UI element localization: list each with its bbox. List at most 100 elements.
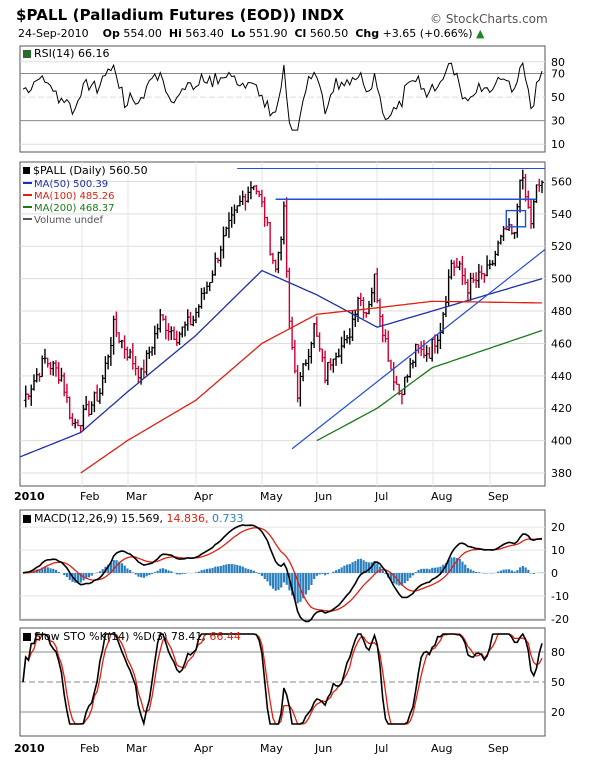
macd-histogram-bar: [398, 573, 401, 586]
x-tick-label: Feb: [80, 742, 99, 755]
macd-histogram-bar: [461, 561, 464, 573]
macd-label-prefix: MACD(12,26,9) 15.569,: [34, 512, 167, 525]
macd-histogram-bar: [175, 573, 178, 575]
macd-tick-label: 10: [551, 544, 565, 557]
x-tick-label: Aug: [431, 490, 452, 503]
macd-histogram-bar: [107, 564, 110, 573]
price-tick-label: 440: [551, 370, 572, 383]
macd-histogram-bar: [318, 573, 321, 575]
macd-histogram-bar: [101, 569, 104, 573]
chart-title: $PALL (Palladium Futures (EOD)) INDX: [16, 6, 345, 24]
rsi-tick-label: 80: [551, 56, 565, 69]
macd-histogram-bar: [285, 573, 288, 585]
macd-histogram-bar: [233, 564, 236, 573]
macd-histogram-bar: [123, 565, 126, 573]
rsi-line: [22, 61, 543, 131]
x-tick-label: May: [260, 490, 283, 503]
macd-histogram-bar: [269, 573, 272, 586]
macd-histogram-bar: [98, 571, 102, 573]
macd-histogram-bar: [409, 573, 412, 578]
macd-histogram-bar: [428, 569, 431, 573]
rsi-icon: [23, 50, 31, 58]
price-frame: [19, 161, 546, 487]
macd-histogram-bar: [184, 573, 187, 574]
macd-histogram-bar: [406, 573, 409, 581]
macd-histogram-bar: [227, 564, 231, 573]
macd-histogram-bar: [513, 571, 516, 573]
macd-histogram-bar: [76, 573, 80, 583]
macd-histogram-bar: [148, 573, 151, 576]
macd-histogram-bar: [420, 568, 423, 573]
macd-histogram-bar: [52, 568, 55, 573]
ma-line-1: [20, 269, 543, 458]
price-tick-label: 480: [551, 305, 572, 318]
macd-histogram-bar: [313, 573, 316, 580]
macd-histogram-bar: [85, 573, 88, 579]
macd-histogram-bar: [455, 557, 459, 573]
macd-histogram-bar: [208, 568, 211, 573]
macd-histogram-bar: [222, 565, 225, 573]
macd-hist-value: 0.733: [212, 512, 244, 525]
x-tick-label: May: [260, 742, 283, 755]
macd-histogram-bar: [527, 569, 530, 573]
sto-icon: [23, 633, 31, 641]
macd-histogram-bar: [170, 571, 173, 573]
macd-histogram-bar: [302, 573, 305, 599]
macd-histogram-bar: [79, 573, 82, 583]
ma-line-3: [316, 329, 543, 442]
macd-histogram-bar: [324, 573, 327, 576]
macd-histogram-bar: [87, 573, 91, 578]
macd-histogram-bar: [49, 568, 52, 573]
rsi-frame: [19, 45, 546, 153]
macd-histogram-bar: [469, 569, 472, 573]
sto-label-prefix: Slow STO %K(14) %D(3) 78.41,: [34, 630, 209, 643]
macd-histogram-bar: [433, 567, 437, 573]
macd-histogram-bar: [436, 567, 439, 573]
macd-histogram-bar: [373, 561, 376, 573]
macd-histogram-bar: [381, 570, 384, 573]
macd-histogram-bar: [472, 570, 475, 573]
macd-histogram-bar: [197, 571, 200, 573]
macd-histogram-bar: [90, 573, 93, 576]
macd-histogram-bar: [422, 568, 426, 573]
macd-histogram-bar: [524, 567, 527, 573]
macd-histogram-bar: [205, 568, 209, 573]
macd-histogram-bar: [38, 569, 41, 573]
macd-histogram-bar: [425, 568, 428, 573]
macd-histogram-bar: [359, 558, 362, 573]
x-tick-label: Apr: [194, 490, 214, 503]
macd-histogram-bar: [57, 571, 60, 573]
macd-histogram-bar: [200, 570, 203, 573]
x-tick-label: 2010: [14, 742, 45, 755]
breakout-box: [505, 209, 527, 228]
macd-histogram-bar: [362, 560, 365, 573]
macd-histogram-bar: [348, 563, 351, 573]
macd-histogram-bar: [260, 573, 264, 577]
macd-histogram-bar: [41, 567, 44, 573]
macd-histogram-bar: [532, 573, 535, 574]
legend-entry: MA(200) 468.37: [34, 203, 115, 214]
macd-histogram-bar: [137, 573, 140, 577]
macd-histogram-bar: [65, 573, 69, 578]
x-tick-label: Apr: [194, 742, 214, 755]
legend-entry: Volume undef: [34, 215, 104, 226]
macd-histogram-bar: [477, 572, 481, 573]
macd-histogram-bar: [326, 573, 330, 575]
up-arrow-icon: ▲: [476, 27, 485, 40]
x-tick-label: Feb: [80, 490, 99, 503]
macd-histogram-bar: [131, 572, 135, 573]
macd-histogram-bar: [181, 573, 184, 575]
macd-histogram-bar: [252, 570, 255, 573]
macd-histogram-bar: [464, 564, 467, 573]
macd-histogram-bar: [315, 573, 319, 576]
sto-k-line: [22, 632, 543, 727]
macd-histogram-bar: [332, 571, 335, 573]
macd-histogram-bar: [411, 573, 415, 576]
macd-histogram-bar: [214, 566, 217, 573]
macd-histogram-bar: [304, 573, 308, 595]
macd-histogram-bar: [499, 570, 503, 573]
macd-tick-label: -10: [551, 590, 569, 603]
macd-histogram-bar: [112, 560, 115, 573]
macd-histogram-bar: [343, 565, 346, 573]
sto-tick-label: 80: [551, 646, 565, 659]
